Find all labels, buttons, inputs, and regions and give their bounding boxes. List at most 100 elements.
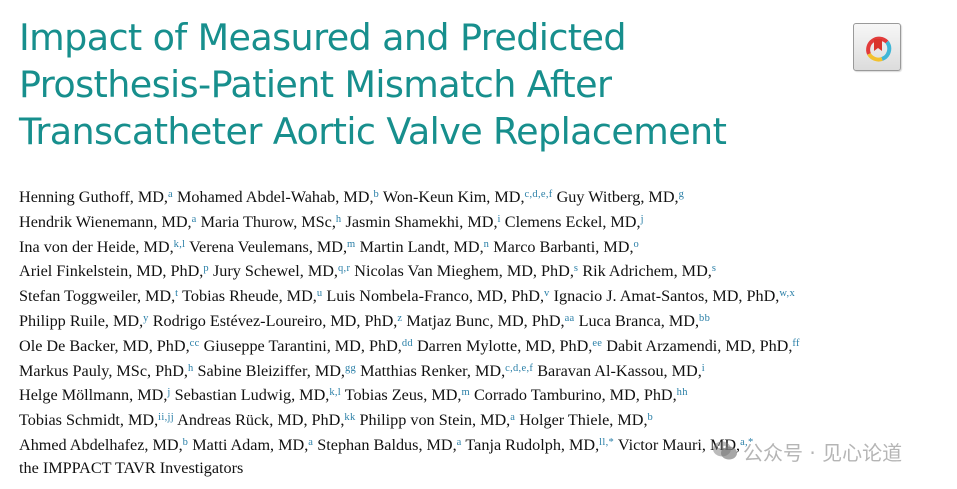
- affiliation-link[interactable]: ii,jj: [158, 412, 174, 424]
- author-name: Tanja Rudolph, MD,: [465, 435, 600, 454]
- affiliation-link[interactable]: j: [640, 213, 644, 225]
- affiliation-link[interactable]: h: [187, 362, 194, 374]
- author-name: Henning Guthoff, MD,: [19, 188, 168, 206]
- affiliation-link[interactable]: n: [483, 238, 490, 250]
- author-name: Ariel Finkelstein, MD, PhD,: [19, 262, 204, 281]
- author-name: Ignacio J. Amat-Santos, MD, PhD,: [553, 287, 780, 306]
- affiliation-link[interactable]: g: [678, 189, 685, 200]
- author-name: Sebastian Ludwig, MD,: [174, 386, 330, 405]
- affiliation-link[interactable]: a: [167, 189, 173, 200]
- affiliation-link[interactable]: hh: [676, 387, 688, 399]
- title-line: Transcatheter Aortic Valve Replacement: [19, 110, 727, 153]
- author-name: Helge Möllmann, MD,: [19, 386, 168, 405]
- author-list: Henning Guthoff, MD,a Mohamed Abdel-Waha…: [19, 183, 949, 481]
- author-name: Matti Adam, MD,: [192, 435, 309, 454]
- author-name: Corrado Tamburino, MD, PhD,: [473, 386, 677, 405]
- affiliation-link[interactable]: ff: [792, 337, 800, 349]
- author-name: Stefan Toggweiler, MD,: [19, 287, 176, 306]
- author-name: Verena Veulemans, MD,: [189, 237, 348, 256]
- affiliation-link[interactable]: t: [175, 288, 179, 300]
- author-name: the IMPPACT TAVR Investigators: [19, 458, 244, 477]
- affiliation-link[interactable]: bb: [699, 312, 711, 324]
- affiliation-link[interactable]: i: [701, 362, 705, 374]
- author-name: Marco Barbanti, MD,: [493, 237, 634, 256]
- author-name: Victor Mauri, MD,: [617, 435, 741, 454]
- author-line: Henning Guthoff, MD,a Mohamed Abdel-Waha…: [19, 183, 949, 208]
- affiliation-link[interactable]: q,r: [337, 263, 351, 275]
- affiliation-link[interactable]: j: [167, 387, 171, 399]
- author-name: Clemens Eckel, MD,: [504, 212, 641, 231]
- author-name: Maria Thurow, MSc,: [200, 212, 336, 231]
- affiliation-link[interactable]: ll,*: [599, 436, 615, 448]
- affiliation-link[interactable]: ee: [592, 337, 603, 349]
- affiliation-link[interactable]: m: [461, 387, 470, 399]
- author-line: Philipp Ruile, MD,y Rodrigo Estévez-Lour…: [19, 307, 949, 332]
- author-line: Markus Pauly, MSc, PhD,h Sabine Bleiziff…: [19, 357, 949, 382]
- affiliation-link[interactable]: gg: [344, 362, 357, 374]
- author-name: Matthias Renker, MD,: [360, 361, 506, 380]
- author-name: Nicolas Van Mieghem, MD, PhD,: [354, 262, 574, 281]
- author-name: Tobias Zeus, MD,: [344, 386, 462, 405]
- author-name: Giuseppe Tarantini, MD, PhD,: [203, 336, 402, 355]
- affiliation-link[interactable]: s: [573, 263, 579, 275]
- affiliation-link[interactable]: k,l: [329, 387, 342, 399]
- author-line: Ariel Finkelstein, MD, PhD,p Jury Schewe…: [19, 257, 949, 282]
- author-name: Rodrigo Estévez-Loureiro, MD, PhD,: [152, 311, 398, 330]
- affiliation-link[interactable]: aa: [564, 312, 575, 324]
- affiliation-link[interactable]: a: [308, 436, 314, 448]
- author-name: Stephan Baldus, MD,: [317, 435, 457, 454]
- affiliation-link[interactable]: k,l: [173, 238, 186, 250]
- article-title: Impact of Measured and Predicted Prosthe…: [19, 14, 839, 155]
- author-line: Helge Möllmann, MD,j Sebastian Ludwig, M…: [19, 381, 949, 406]
- affiliation-link[interactable]: u: [316, 288, 323, 300]
- author-name: Tobias Schmidt, MD,: [19, 411, 159, 430]
- affiliation-link[interactable]: dd: [401, 337, 413, 349]
- affiliation-link[interactable]: o: [633, 238, 640, 250]
- author-name: Sabine Bleiziffer, MD,: [197, 361, 345, 380]
- author-name: Darren Mylotte, MD, PhD,: [416, 336, 593, 355]
- title-line: Prosthesis-Patient Mismatch After: [19, 63, 612, 106]
- affiliation-link[interactable]: s: [711, 263, 717, 275]
- author-name: Martin Landt, MD,: [359, 237, 484, 256]
- affiliation-link[interactable]: z: [397, 312, 403, 324]
- crossmark-badge[interactable]: [853, 23, 901, 71]
- affiliation-link[interactable]: b: [647, 412, 654, 424]
- affiliation-link[interactable]: m: [347, 238, 356, 250]
- author-name: Tobias Rheude, MD,: [182, 287, 317, 306]
- affiliation-link[interactable]: b: [182, 436, 189, 448]
- affiliation-link[interactable]: i: [497, 213, 501, 225]
- author-name: Ahmed Abdelhafez, MD,: [19, 435, 183, 454]
- affiliation-link[interactable]: y: [143, 312, 149, 324]
- title-line: Impact of Measured and Predicted: [19, 16, 627, 59]
- author-name: Luca Branca, MD,: [578, 311, 700, 330]
- author-name: Ole De Backer, MD, PhD,: [19, 336, 190, 355]
- author-line: Tobias Schmidt, MD,ii,jj Andreas Rück, M…: [19, 406, 949, 431]
- affiliation-link[interactable]: a: [510, 412, 516, 424]
- affiliation-link[interactable]: cc: [189, 337, 200, 349]
- author-name: Jasmin Shamekhi, MD,: [345, 212, 498, 231]
- wechat-icon: [713, 441, 737, 460]
- affiliation-link[interactable]: a: [456, 436, 462, 448]
- crossmark-icon: [866, 36, 892, 62]
- author-name: Ina von der Heide, MD,: [19, 237, 174, 256]
- author-line: Ahmed Abdelhafez, MD,b Matti Adam, MD,a …: [19, 431, 949, 456]
- affiliation-link[interactable]: a,*: [740, 436, 754, 448]
- affiliation-link[interactable]: b: [373, 189, 380, 200]
- author-name: Jury Schewel, MD,: [212, 262, 338, 281]
- affiliation-link[interactable]: kk: [344, 412, 356, 424]
- author-name: Guy Witberg, MD,: [556, 188, 679, 206]
- author-name: Philipp Ruile, MD,: [19, 311, 144, 330]
- author-name: Holger Thiele, MD,: [519, 411, 648, 430]
- affiliation-link[interactable]: h: [335, 213, 342, 225]
- author-name: Won-Keun Kim, MD,: [382, 188, 525, 206]
- author-name: Luis Nombela-Franco, MD, PhD,: [326, 287, 545, 306]
- watermark-text: 公众号 · 见心论道: [743, 440, 903, 465]
- affiliation-link[interactable]: w,x: [779, 288, 796, 300]
- affiliation-link[interactable]: p: [203, 263, 209, 275]
- affiliation-link[interactable]: c,d,e,f: [524, 189, 553, 200]
- affiliation-link[interactable]: v: [544, 288, 550, 300]
- affiliation-link[interactable]: c,d,e,f: [505, 362, 534, 374]
- author-name: Dabit Arzamendi, MD, PhD,: [606, 336, 793, 355]
- author-name: Markus Pauly, MSc, PhD,: [19, 361, 188, 380]
- affiliation-link[interactable]: a: [191, 213, 197, 225]
